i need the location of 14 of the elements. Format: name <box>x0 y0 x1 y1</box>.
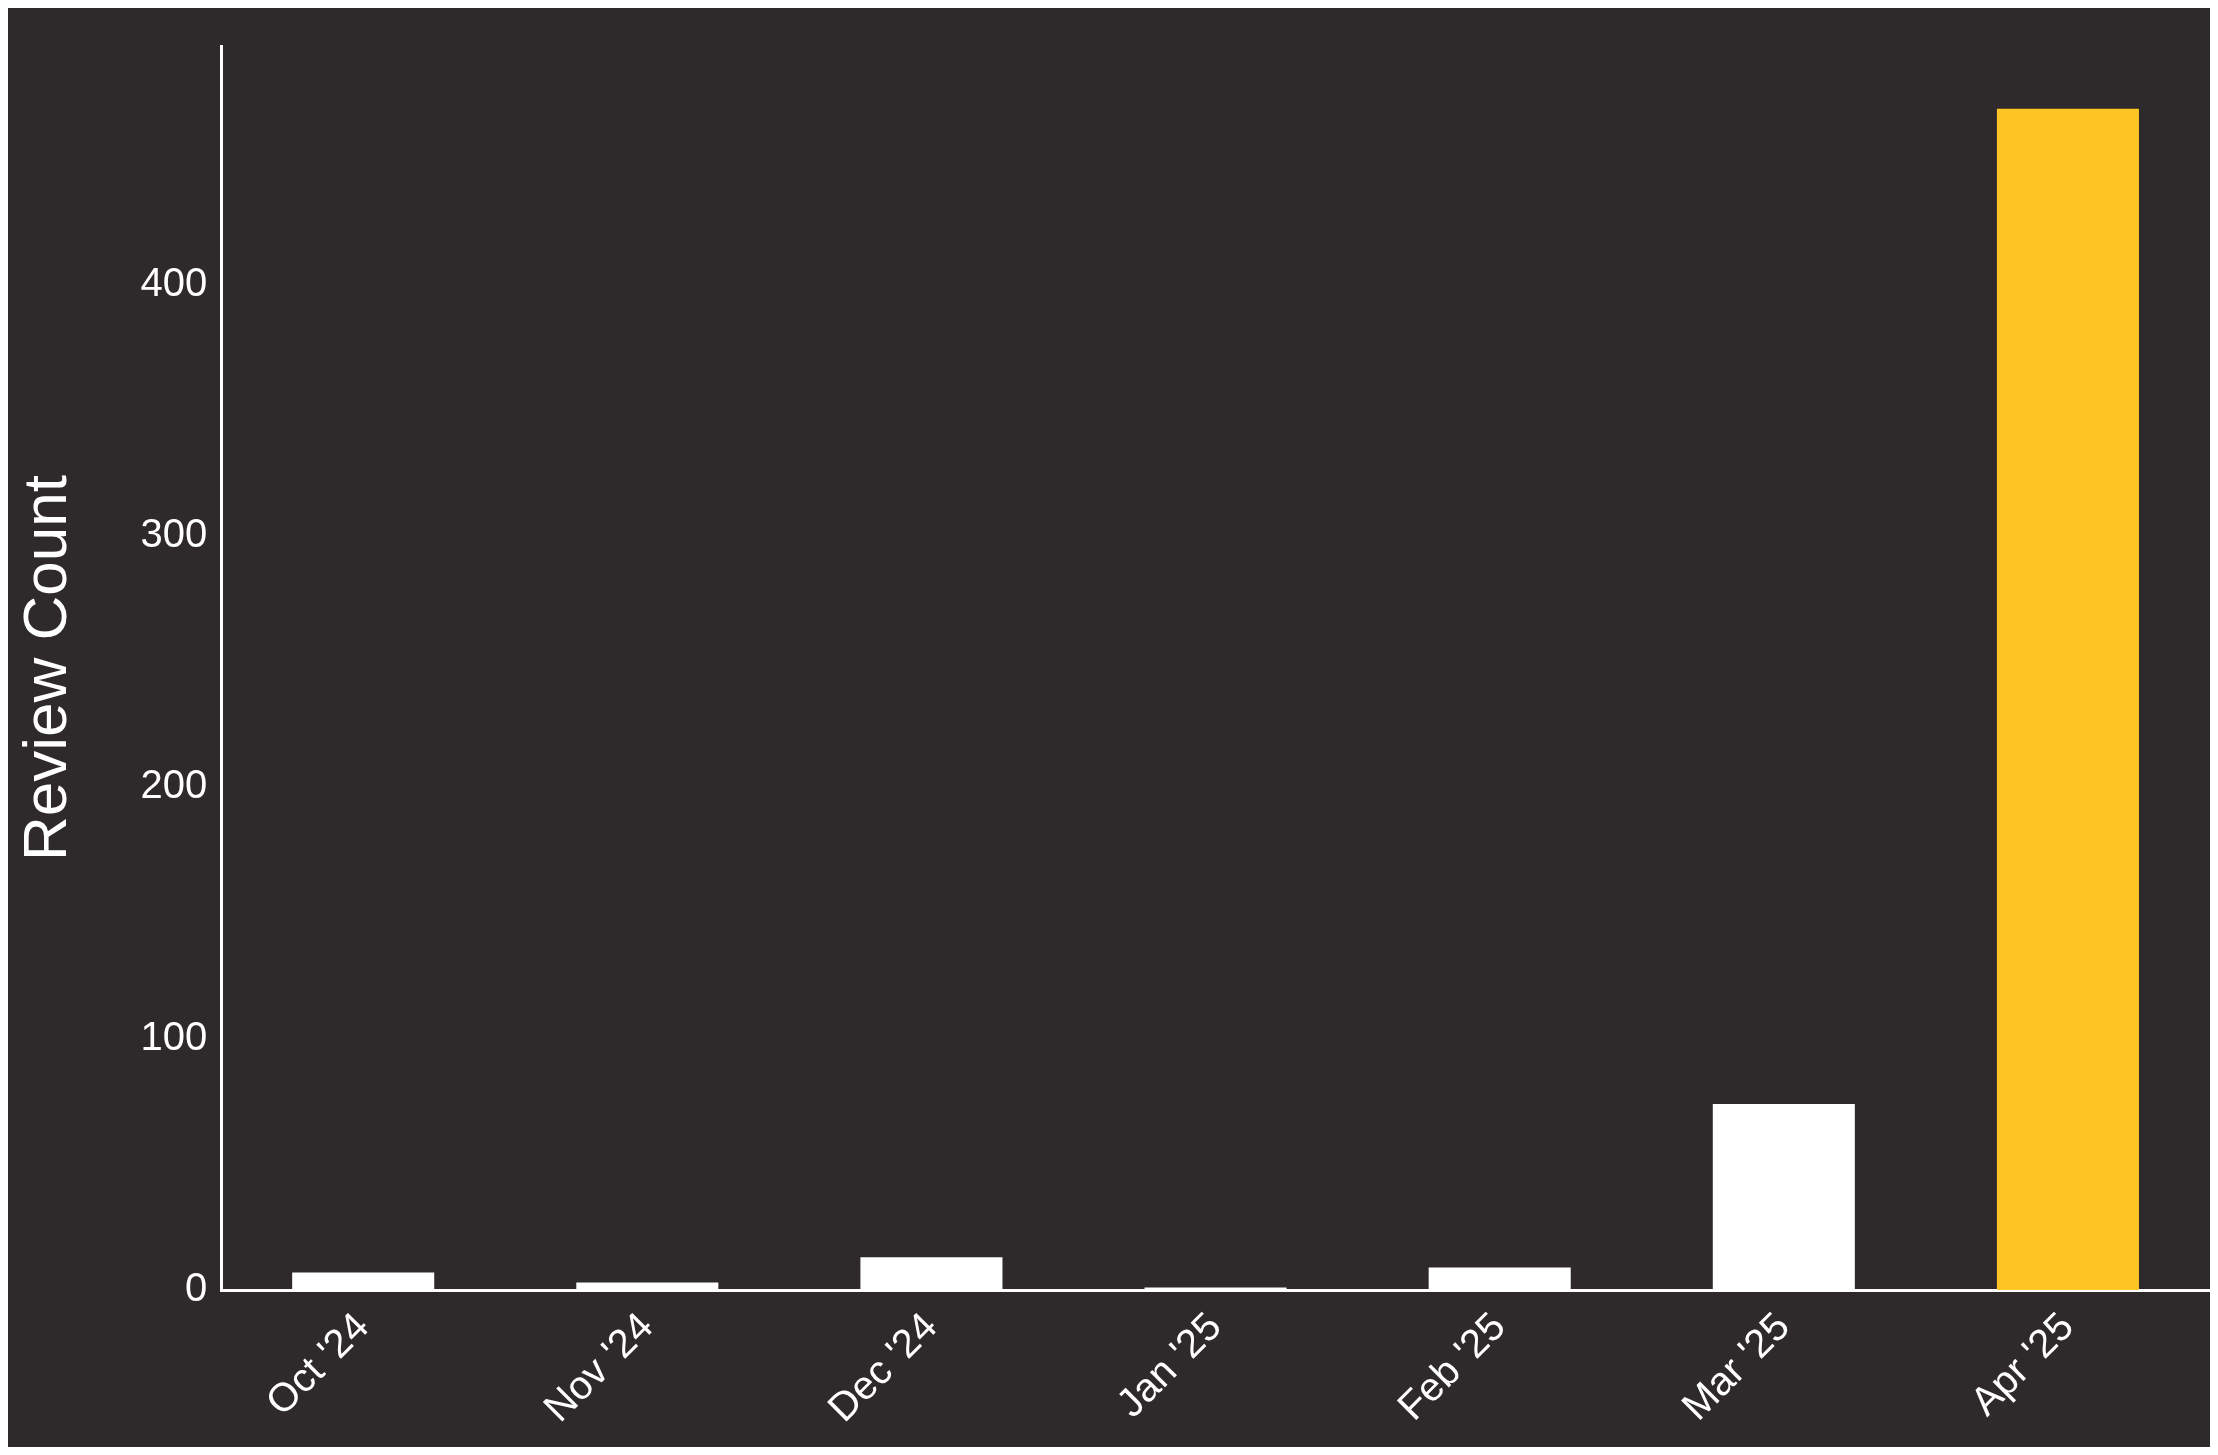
y-tick-label: 400 <box>140 259 208 304</box>
bar <box>1996 108 2139 1291</box>
y-tick-label: 100 <box>140 1013 208 1058</box>
y-axis-title: Review Count <box>10 475 80 862</box>
y-tick-label: 200 <box>140 762 208 807</box>
y-tick-label: 0 <box>184 1265 208 1310</box>
x-tick-label: Dec '24 <box>818 1303 945 1430</box>
x-tick-label: Jan '25 <box>1107 1303 1230 1425</box>
x-tick-label: Apr '25 <box>1961 1303 2082 1424</box>
x-tick-label: Oct '24 <box>256 1303 377 1424</box>
y-tick-label: 300 <box>140 511 208 556</box>
x-tick-label: Nov '24 <box>534 1303 661 1430</box>
x-tick-label: Mar '25 <box>1672 1303 1798 1428</box>
x-tick-label: Feb '25 <box>1388 1303 1514 1428</box>
